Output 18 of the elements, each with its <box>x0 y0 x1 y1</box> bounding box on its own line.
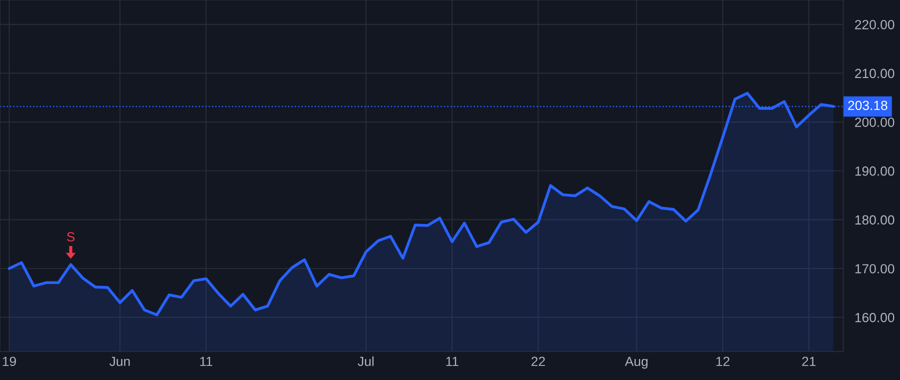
y-tick-label: 190.00 <box>855 166 894 176</box>
x-tick-label: Jun <box>110 356 130 366</box>
x-tick-label: 19 <box>2 356 16 366</box>
y-tick-label: 170.00 <box>855 264 894 274</box>
ref-line-label: 203.18 <box>848 100 888 110</box>
x-tick-label: Aug <box>624 356 648 369</box>
y-tick-label: 210.00 <box>855 68 894 78</box>
x-tick-label: 12 <box>716 356 730 366</box>
x-tick-label: 11 <box>446 356 458 366</box>
x-tick-label: Jul <box>358 356 374 366</box>
y-tick-label: 160.00 <box>855 312 894 322</box>
x-tick-label: 21 <box>802 356 816 366</box>
y-tick-label: 200.00 <box>855 118 894 127</box>
x-tick-label: 22 <box>532 356 545 366</box>
annotation: S <box>66 232 75 242</box>
x-tick-label: 11 <box>200 356 212 366</box>
y-tick-label: 180.00 <box>855 215 894 225</box>
y-tick-label: 220.00 <box>855 20 894 30</box>
